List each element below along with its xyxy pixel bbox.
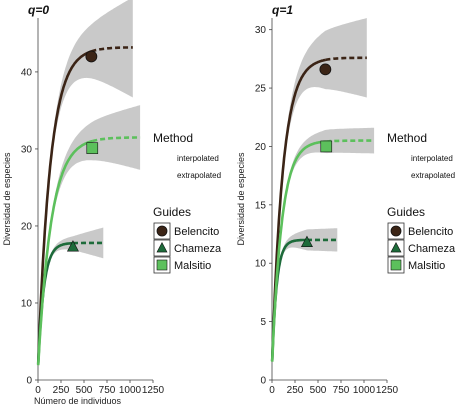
interpolated-line [270, 140, 327, 362]
legend-key-chameza [156, 241, 168, 253]
y-tick-label: 5 [260, 317, 266, 328]
x-tick-label: 0 [269, 385, 275, 396]
y-axis-label: Diversidad de especies [236, 152, 246, 246]
panel-1: q=0 0 10 20 30 40 0 250 500 750 1000 1250 Diversidad… [2, 0, 222, 406]
series-chameza [270, 228, 338, 362]
y-tick-label: 25 [255, 84, 267, 95]
observed-point [300, 235, 313, 247]
y-tick-label: 0 [260, 376, 266, 387]
series-belencito [270, 18, 367, 361]
extrapolated-line [91, 46, 133, 53]
legend-guide-label: Malsitio [174, 260, 211, 272]
y-tick-label: 40 [21, 67, 33, 78]
x-tick-label: 750 [333, 385, 350, 396]
y-tick-label: 10 [255, 259, 267, 270]
legend-key-malsitio [156, 259, 168, 271]
y-tick-label: 15 [255, 200, 267, 211]
series-malsitio [36, 105, 141, 366]
x-tick-label: 500 [310, 385, 327, 396]
legend-guide-label: Belencito [174, 226, 219, 238]
legend-guides-title: Guides [153, 205, 191, 219]
x-axis-label: Número de individuos [34, 396, 122, 406]
observed-point [86, 142, 99, 154]
y-tick-label: 30 [21, 144, 33, 155]
x-tick-label: 250 [287, 385, 304, 396]
extrapolated-line [325, 56, 367, 62]
panel-title: q=1 [272, 3, 293, 17]
interpolated-line [36, 50, 92, 364]
legend-method-title: Method [153, 131, 193, 145]
extrapolated-line [91, 136, 141, 143]
legend-method-title: Method [387, 131, 427, 145]
series-belencito [36, 0, 133, 364]
y-tick-label: 10 [21, 298, 33, 309]
observed-point [320, 140, 333, 153]
legend-guide-label: Chameza [174, 243, 222, 255]
legend-key-malsitio [390, 259, 402, 271]
x-tick-label: 750 [99, 385, 116, 396]
legend-key-belencito [156, 225, 168, 237]
x-tick-label: 250 [53, 385, 70, 396]
interpolated-line [36, 139, 93, 366]
legend-guide-label: Belencito [408, 226, 453, 238]
confidence-band [38, 227, 104, 365]
confidence-band [272, 127, 375, 362]
legend-key-belencito [390, 225, 402, 237]
legend-guide-label: Chameza [408, 243, 456, 255]
interpolated-line [270, 58, 326, 361]
y-tick-label: 20 [21, 221, 33, 232]
panel-title: q=0 [28, 3, 49, 17]
x-tick-label: 1250 [376, 385, 399, 396]
legend-method-interpolated: interpolated [177, 154, 219, 163]
y-axis-label: Diversidad de especies [2, 152, 12, 246]
x-tick-label: 0 [35, 385, 41, 396]
legend: Method interpolated extrapolated Guides Bele… [153, 131, 222, 274]
x-tick-label: 1000 [353, 385, 376, 396]
panel-2: q=1 0 5 10 15 20 25 30 0 250 500 750 1000 1250 Diversi… [236, 3, 456, 396]
x-tick-label: 1250 [142, 385, 165, 396]
confidence-band [272, 18, 367, 361]
legend-method-extrapolated: extrapolated [177, 171, 221, 180]
x-tick-label: 1000 [119, 385, 142, 396]
observed-point [66, 240, 79, 252]
observed-point [85, 50, 98, 63]
legend-key-chameza [390, 241, 402, 253]
legend-method-extrapolated: extrapolated [411, 171, 455, 180]
y-tick-label: 30 [255, 25, 267, 36]
observed-point [319, 63, 332, 76]
confidence-band [272, 228, 338, 362]
legend: Method interpolated extrapolated Guides Bele… [387, 131, 456, 274]
series-malsitio [270, 127, 375, 362]
y-tick-label: 20 [255, 142, 267, 153]
x-tick-label: 500 [76, 385, 93, 396]
legend-guides-title: Guides [387, 205, 425, 219]
legend-guide-label: Malsitio [408, 260, 445, 272]
legend-method-interpolated: interpolated [411, 154, 453, 163]
y-tick-label: 0 [26, 376, 32, 387]
